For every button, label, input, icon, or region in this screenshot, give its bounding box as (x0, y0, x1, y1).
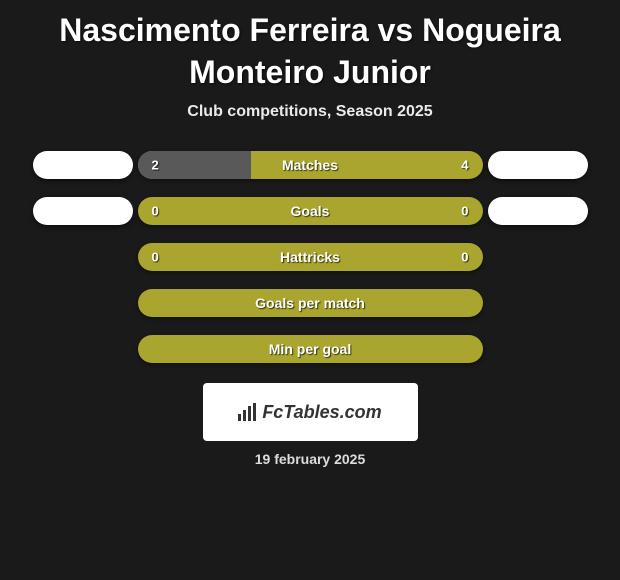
stat-label: Matches (282, 157, 338, 173)
stat-label: Goals per match (255, 295, 365, 311)
stat-value-left: 2 (152, 158, 159, 173)
stat-bar: 0 Hattricks 0 (138, 243, 483, 271)
player-badge-right (488, 151, 588, 179)
brand-label: FcTables.com (262, 402, 381, 423)
right-badge-wrap (483, 243, 593, 271)
right-badge-wrap (483, 335, 593, 363)
stat-value-right: 4 (461, 158, 468, 173)
stat-bar: 2 Matches 4 (138, 151, 483, 179)
stat-label: Hattricks (280, 249, 340, 265)
right-badge-wrap (483, 197, 593, 225)
brand-box: FcTables.com (203, 383, 418, 441)
stat-value-left: 0 (152, 250, 159, 265)
page-title: Nascimento Ferreira vs Nogueira Monteiro… (0, 10, 620, 103)
stat-bar: 0 Goals 0 (138, 197, 483, 225)
stat-value-right: 0 (461, 204, 468, 219)
stat-bar: Goals per match (138, 289, 483, 317)
stat-row: 2 Matches 4 (0, 151, 620, 179)
comparison-card: Nascimento Ferreira vs Nogueira Monteiro… (0, 0, 620, 580)
subtitle: Club competitions, Season 2025 (0, 103, 620, 121)
stat-row: Goals per match (0, 289, 620, 317)
stat-row: Min per goal (0, 335, 620, 363)
player-badge-left (33, 151, 133, 179)
stat-bar: Min per goal (138, 335, 483, 363)
left-badge-wrap (28, 243, 138, 271)
stat-label: Goals (291, 203, 330, 219)
stat-row: 0 Hattricks 0 (0, 243, 620, 271)
left-badge-wrap (28, 197, 138, 225)
stat-value-right: 0 (461, 250, 468, 265)
player-badge-right (488, 197, 588, 225)
date-label: 19 february 2025 (0, 451, 620, 467)
stat-label: Min per goal (269, 341, 351, 357)
left-badge-wrap (28, 335, 138, 363)
stat-value-left: 0 (152, 204, 159, 219)
right-badge-wrap (483, 151, 593, 179)
player-badge-left (33, 197, 133, 225)
right-badge-wrap (483, 289, 593, 317)
stat-row: 0 Goals 0 (0, 197, 620, 225)
stats-container: 2 Matches 4 0 Goals 0 0 Hattricks 0 Goals per mat… (0, 151, 620, 363)
chart-icon (238, 403, 256, 421)
left-badge-wrap (28, 151, 138, 179)
left-badge-wrap (28, 289, 138, 317)
